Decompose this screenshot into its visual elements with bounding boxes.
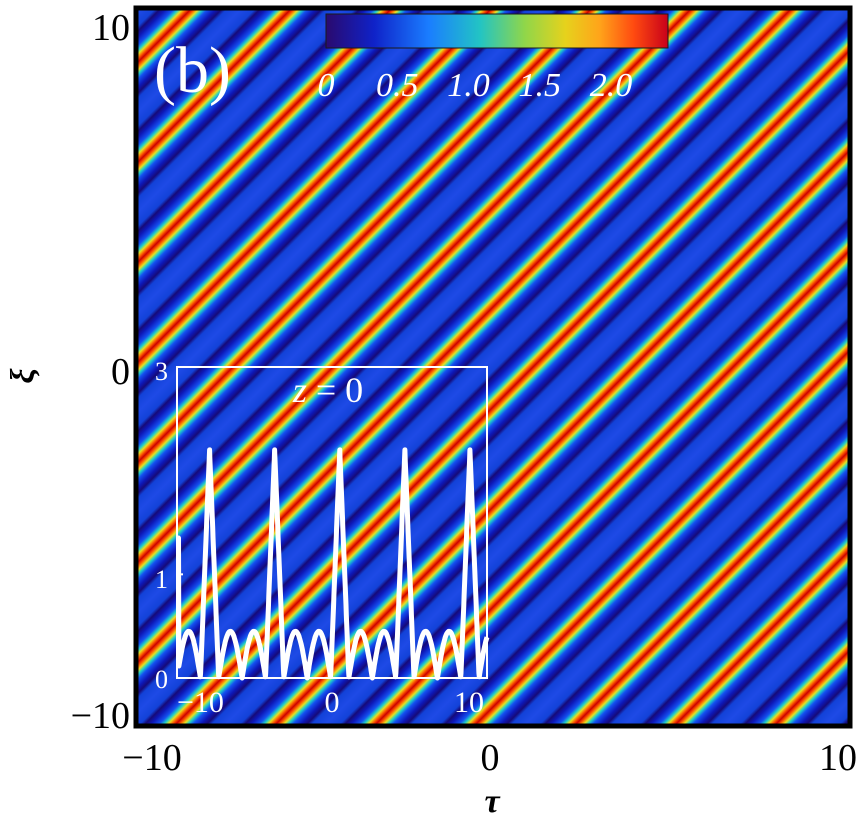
colorbar-tick-label: 0 xyxy=(318,67,335,104)
inset-y-tick-label: 3 xyxy=(155,357,168,386)
inset-intensity-line xyxy=(174,447,490,681)
colorbar-gradient xyxy=(325,13,669,49)
y-tick-label: 0 xyxy=(111,351,130,393)
inset-annotation-value: = 0 xyxy=(307,370,363,410)
inset-annotation: z = 0 xyxy=(292,370,363,410)
inset-y-tick-label: 0 xyxy=(155,665,168,694)
y-tick-label: −10 xyxy=(71,695,130,737)
x-axis: −10 0 10 τ xyxy=(122,737,857,820)
colorbar-tick-label: 1.5 xyxy=(519,67,562,104)
x-tick-label: 0 xyxy=(481,737,500,779)
colorbar: 0 0.5 1.0 1.5 2.0 xyxy=(318,13,669,104)
inset-annotation-variable: z xyxy=(292,370,307,410)
x-tick-label: 10 xyxy=(819,737,857,779)
inset-y-tick-label: 1 xyxy=(155,565,168,594)
colorbar-tick-label: 1.0 xyxy=(447,67,490,104)
y-axis-label: ξ xyxy=(5,368,42,384)
inset-x-tick-label: 0 xyxy=(325,686,340,719)
inset-x-tick-label: −10 xyxy=(177,686,224,719)
plot-frame xyxy=(133,5,853,729)
inset-x-tick-label: 10 xyxy=(454,686,484,719)
panel-label: (b) xyxy=(154,34,231,107)
x-tick-label: −10 xyxy=(122,737,181,779)
y-tick-label: 10 xyxy=(92,7,130,49)
x-axis-label: τ xyxy=(484,783,500,820)
colorbar-ticks: 0 0.5 1.0 1.5 2.0 xyxy=(318,67,633,104)
inset: z = 0 3 1 0 −10 0 10 xyxy=(155,357,490,719)
colorbar-tick-label: 2.0 xyxy=(590,67,633,104)
y-axis: 10 0 −10 ξ xyxy=(5,7,130,737)
colorbar-tick-label: 0.5 xyxy=(376,67,419,104)
